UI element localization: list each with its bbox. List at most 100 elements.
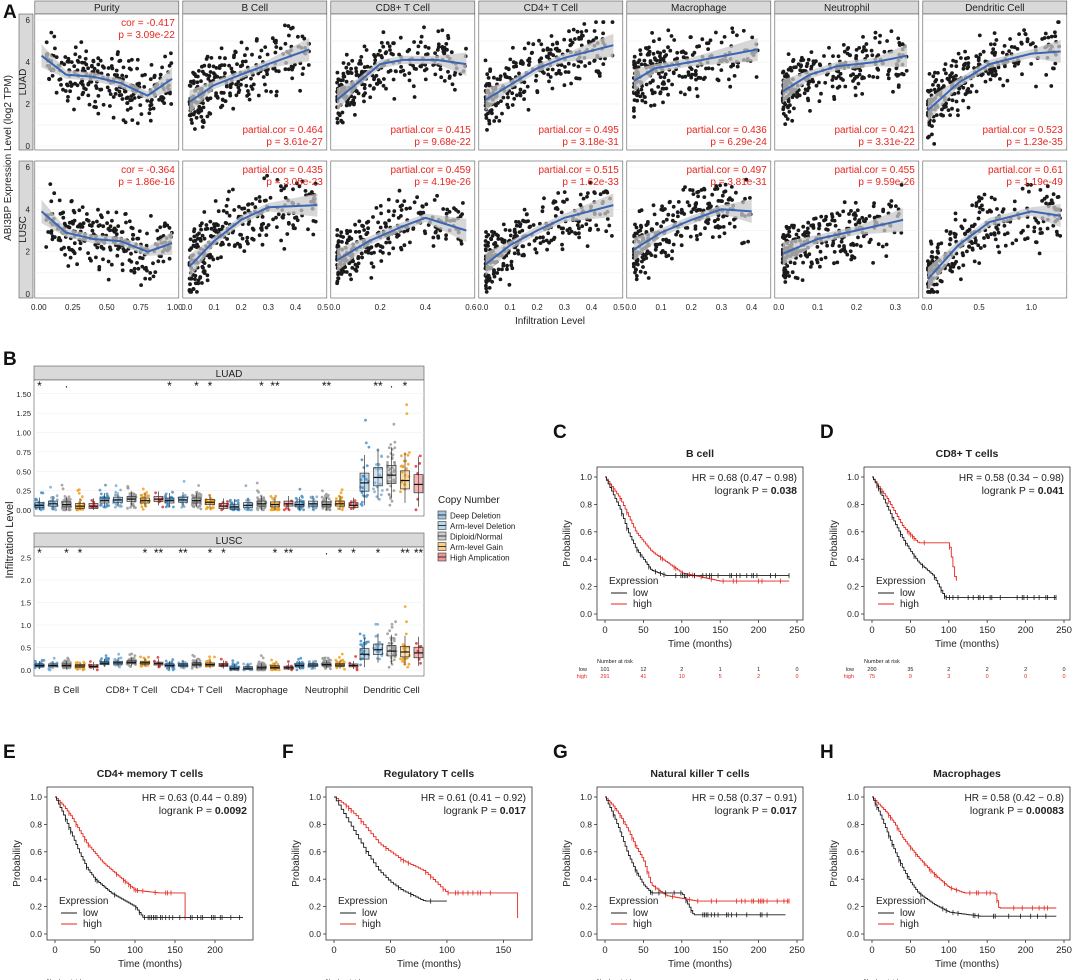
data-point [960, 226, 965, 231]
data-point [444, 237, 448, 241]
data-point [807, 85, 811, 90]
data-point [994, 225, 999, 230]
data-point [664, 86, 669, 91]
data-point [796, 228, 801, 233]
confidence-band [633, 37, 758, 93]
data-point [730, 26, 735, 31]
data-point [557, 49, 562, 53]
data-point [192, 234, 197, 239]
data-point [208, 70, 213, 74]
data-point [786, 105, 790, 110]
data-point [674, 232, 678, 237]
data-point [550, 67, 555, 72]
data-point [202, 72, 207, 76]
data-point [257, 195, 262, 199]
data-point [198, 275, 203, 279]
data-point [193, 110, 197, 114]
data-point [352, 95, 357, 100]
data-point [997, 250, 1002, 255]
data-point [109, 262, 114, 267]
fit-line [40, 54, 173, 97]
data-point [831, 54, 835, 58]
data-point [562, 190, 567, 195]
data-point [651, 39, 656, 44]
data-point [381, 30, 386, 35]
data-point [785, 270, 790, 275]
data-point [336, 244, 341, 249]
data-point [683, 185, 687, 190]
data-point [926, 88, 930, 93]
data-point [105, 221, 109, 226]
data-point [407, 78, 412, 83]
data-point [382, 77, 386, 81]
data-point [700, 37, 705, 42]
data-point [344, 52, 349, 57]
jitter-point [385, 488, 389, 491]
data-point [933, 70, 937, 75]
data-point [127, 258, 132, 263]
data-point [290, 67, 294, 72]
data-point [96, 111, 101, 116]
data-point [123, 120, 128, 125]
jitter-point [208, 493, 211, 497]
data-point [313, 181, 318, 186]
data-point [386, 209, 391, 214]
data-point [1034, 84, 1038, 89]
data-point [290, 76, 295, 81]
data-point [65, 59, 70, 64]
data-point [639, 225, 644, 230]
data-point [539, 42, 544, 47]
category-label: B Cell [54, 685, 79, 696]
data-point [506, 95, 510, 100]
data-point [139, 112, 144, 116]
data-point [89, 258, 93, 263]
data-point [125, 101, 129, 105]
data-point [128, 98, 133, 103]
data-point [519, 59, 524, 63]
data-point [195, 290, 199, 294]
p-value-stat: p = 1.62e-33 [562, 177, 619, 188]
data-point [501, 95, 506, 100]
data-point [238, 232, 243, 237]
data-point [577, 37, 581, 41]
data-point [68, 89, 72, 94]
data-point [971, 224, 976, 229]
jitter-point [364, 418, 367, 422]
data-point [808, 109, 812, 113]
data-point [231, 106, 236, 111]
data-point [526, 41, 531, 46]
data-point [686, 70, 691, 75]
data-point [722, 231, 727, 236]
data-point [534, 236, 539, 241]
data-point [71, 208, 76, 213]
jitter-point [315, 495, 319, 499]
data-point [250, 202, 255, 206]
data-point [227, 213, 232, 218]
data-point [387, 218, 391, 223]
data-point [852, 255, 857, 260]
data-point [743, 196, 747, 201]
data-point [356, 261, 361, 266]
column-label: B Cell [241, 3, 268, 14]
data-point [552, 235, 557, 240]
data-point [939, 279, 944, 284]
data-point [142, 85, 147, 89]
data-point [889, 199, 894, 203]
data-point [187, 83, 192, 88]
data-point [117, 89, 122, 94]
data-point [634, 277, 639, 282]
data-point [435, 193, 439, 198]
data-point [795, 95, 799, 99]
data-point [276, 69, 281, 74]
data-point [412, 66, 417, 71]
data-point [95, 69, 100, 74]
data-point [817, 226, 821, 231]
confidence-band [189, 193, 318, 279]
y-tick-label: 2 [26, 100, 31, 109]
data-point [728, 84, 733, 89]
data-point [78, 246, 82, 251]
x-tick-label: 0.0 [181, 303, 193, 312]
jitter-point [236, 501, 240, 505]
data-point [256, 93, 261, 98]
jitter-point [269, 495, 273, 498]
